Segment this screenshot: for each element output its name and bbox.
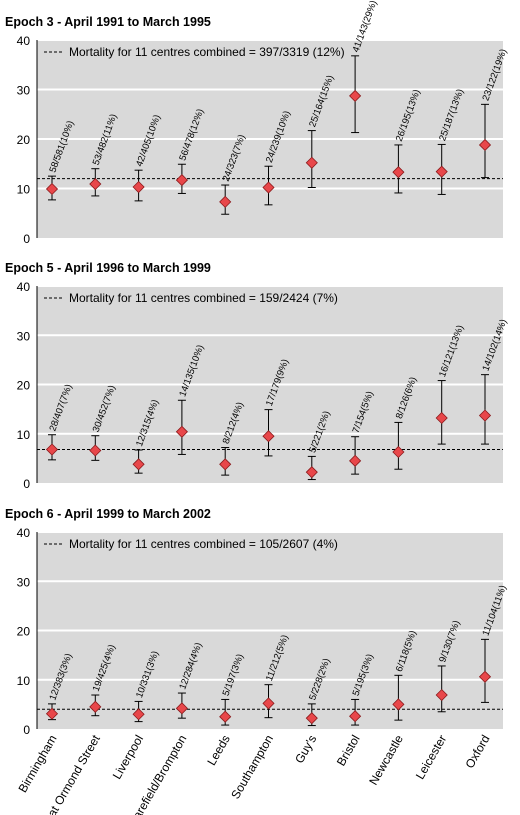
legend-label: Mortality for 11 centres combined = 397/…	[69, 45, 345, 59]
y-tick-label: 30	[17, 329, 31, 343]
category-label: Birmingham	[15, 733, 59, 795]
y-tick-label: 40	[17, 34, 31, 48]
y-tick-label: 0	[23, 723, 30, 737]
y-tick-label: 0	[23, 232, 30, 246]
chart-title: Epoch 6 - April 1999 to March 2002	[5, 507, 211, 521]
y-tick-label: 30	[17, 575, 31, 589]
y-tick-label: 0	[23, 477, 30, 491]
y-tick-label: 10	[17, 674, 31, 688]
y-tick-label: 10	[17, 183, 31, 197]
y-tick-label: 10	[17, 428, 31, 442]
legend-label: Mortality for 11 centres combined = 159/…	[69, 291, 338, 305]
category-label: Liverpool	[110, 733, 146, 782]
category-label: Leicester	[413, 733, 449, 782]
category-label: Leeds	[204, 733, 232, 768]
chart-panel-1: Epoch 3 - April 1991 to March 1995 0 10 20 3…	[5, 0, 509, 246]
legend-label: Mortality for 11 centres combined = 105/…	[69, 537, 338, 551]
category-label: Guy's	[292, 733, 319, 766]
chart-title: Epoch 5 - April 1996 to March 1999	[5, 261, 211, 275]
y-tick-label: 20	[17, 379, 31, 393]
chart-panel-3: Epoch 6 - April 1999 to March 2002 0 10 20 3…	[5, 507, 509, 737]
y-tick-label: 40	[17, 526, 31, 540]
category-label: Newcastle	[366, 732, 406, 787]
y-tick-label: 30	[17, 84, 31, 98]
chart-panel-2: Epoch 5 - April 1996 to March 1999 0 10 20 3…	[5, 261, 509, 491]
y-tick-label: 20	[17, 625, 31, 639]
category-label: Bristol	[334, 733, 363, 769]
category-label: Oxford	[462, 733, 492, 771]
chart-title: Epoch 3 - April 1991 to March 1995	[5, 15, 211, 29]
y-tick-label: 40	[17, 280, 31, 294]
y-tick-label: 20	[17, 133, 31, 147]
category-label: Southampton	[228, 733, 276, 802]
